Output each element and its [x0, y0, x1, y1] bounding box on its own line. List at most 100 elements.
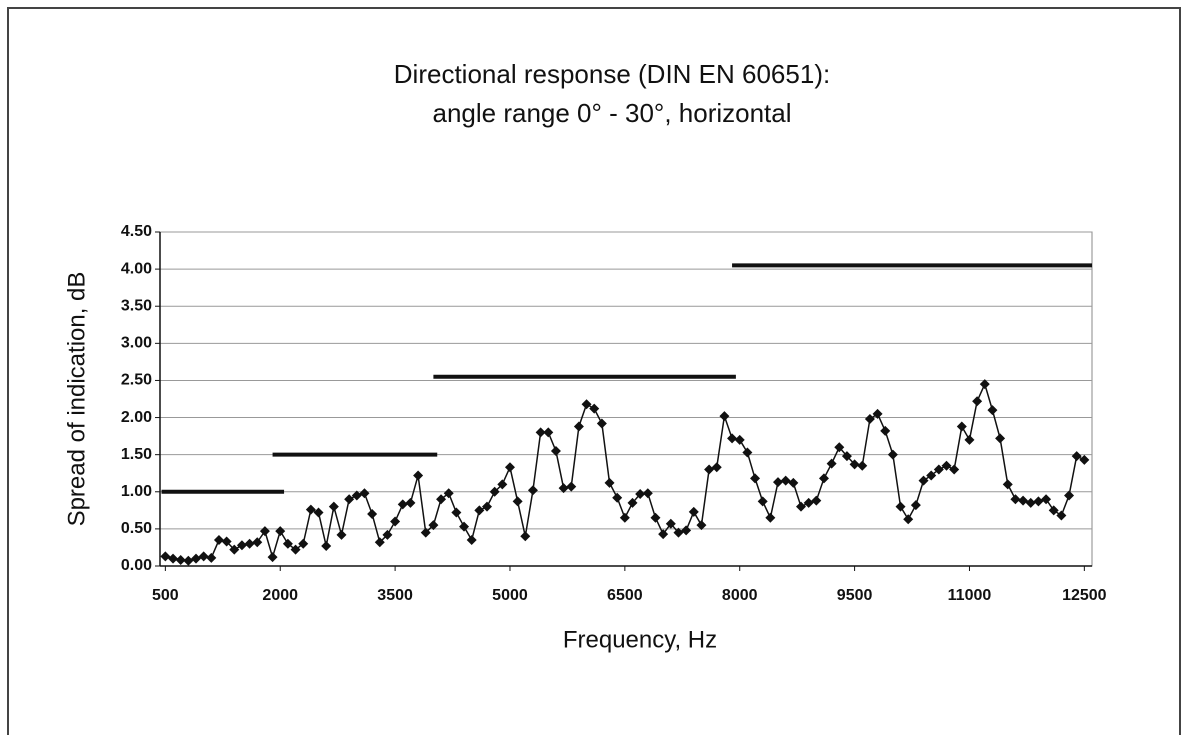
marker [390, 516, 401, 527]
marker [1048, 505, 1059, 516]
y-tick-label: 1.00 [121, 483, 152, 500]
marker [734, 434, 745, 445]
marker [949, 464, 960, 475]
marker [236, 540, 247, 551]
marker [765, 512, 776, 523]
marker [964, 434, 975, 445]
marker [451, 507, 462, 518]
marker [1018, 495, 1029, 506]
marker [351, 490, 362, 501]
marker [619, 512, 630, 523]
x-tick-label: 11000 [948, 587, 992, 604]
marker [818, 473, 829, 484]
marker [168, 553, 179, 564]
marker [382, 529, 393, 540]
marker [872, 408, 883, 419]
marker [719, 411, 730, 422]
marker [252, 537, 263, 548]
x-tick-label: 2000 [262, 587, 298, 604]
chart-title: Directional response (DIN EN 60651): [394, 59, 830, 89]
marker [658, 529, 669, 540]
marker [374, 537, 385, 548]
marker [367, 509, 378, 520]
y-tick-label: 2.50 [121, 372, 152, 389]
marker [566, 481, 577, 492]
y-tick-label: 2.00 [121, 409, 152, 426]
marker [466, 535, 477, 546]
marker [887, 449, 898, 460]
marker [612, 492, 623, 503]
x-tick-label: 500 [152, 587, 179, 604]
marker [213, 535, 224, 546]
marker [803, 497, 814, 508]
marker [857, 460, 868, 471]
marker [642, 488, 653, 499]
marker [834, 442, 845, 453]
marker [328, 501, 339, 512]
marker [704, 464, 715, 475]
marker [535, 427, 546, 438]
marker [428, 520, 439, 531]
marker [336, 529, 347, 540]
marker [841, 451, 852, 462]
marker [298, 538, 309, 549]
marker [275, 526, 286, 537]
marker [290, 544, 301, 555]
marker [795, 501, 806, 512]
marker [926, 470, 937, 481]
marker [405, 497, 416, 508]
y-tick-label: 4.50 [121, 223, 152, 240]
marker [864, 414, 875, 425]
marker [282, 538, 293, 549]
x-tick-label: 12500 [1062, 587, 1107, 604]
marker [1079, 454, 1090, 465]
y-axis-label: Spread of indication, dB [63, 272, 90, 527]
y-tick-label: 4.00 [121, 260, 152, 277]
marker [190, 553, 201, 564]
marker [995, 433, 1006, 444]
marker [512, 496, 523, 507]
marker [321, 540, 332, 551]
x-tick-label: 5000 [492, 587, 528, 604]
marker [742, 447, 753, 458]
x-tick-label: 9500 [837, 587, 873, 604]
marker [459, 521, 470, 532]
x-tick-label: 3500 [377, 587, 413, 604]
y-tick-label: 1.50 [121, 446, 152, 463]
marker [267, 552, 278, 563]
marker [635, 489, 646, 500]
marker [474, 505, 485, 516]
marker [596, 418, 607, 429]
marker [696, 520, 707, 531]
marker [344, 494, 355, 505]
marker [543, 427, 554, 438]
marker [520, 531, 531, 542]
marker [504, 462, 515, 473]
marker [313, 507, 324, 518]
marker [979, 379, 990, 390]
marker [1010, 494, 1021, 505]
marker [443, 488, 454, 499]
marker [604, 477, 615, 488]
marker [918, 475, 929, 486]
y-tick-label: 3.50 [121, 297, 152, 314]
x-tick-label: 6500 [607, 587, 643, 604]
marker [1002, 479, 1013, 490]
y-tick-label: 0.00 [121, 557, 152, 574]
marker [780, 475, 791, 486]
marker [788, 477, 799, 488]
marker [244, 538, 255, 549]
marker [160, 551, 171, 562]
marker [727, 433, 738, 444]
marker [673, 527, 684, 538]
marker [175, 555, 186, 566]
marker [229, 544, 240, 555]
marker [688, 506, 699, 517]
marker [627, 497, 638, 508]
marker [573, 421, 584, 432]
marker [482, 501, 493, 512]
marker [849, 459, 860, 470]
marker [305, 504, 316, 515]
marker [773, 477, 784, 488]
